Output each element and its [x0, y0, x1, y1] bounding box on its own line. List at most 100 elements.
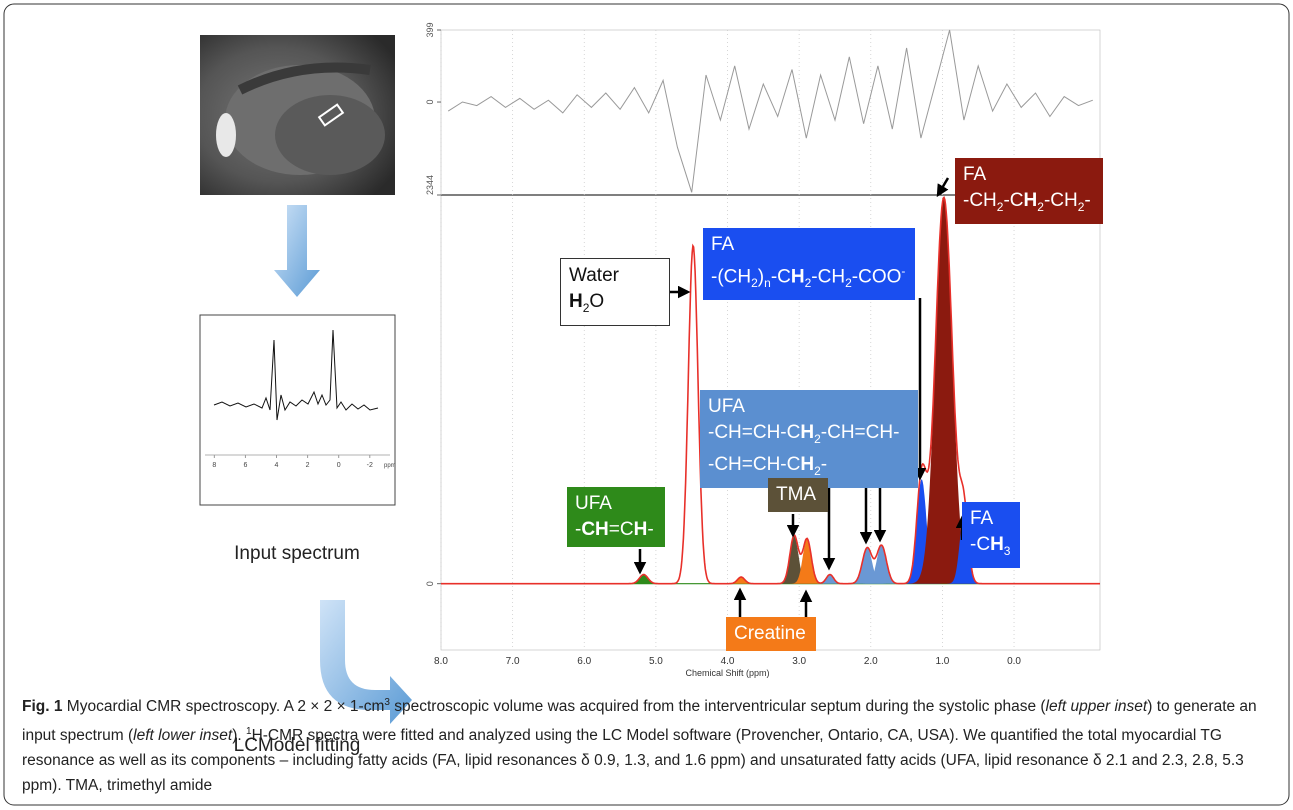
text-fragment: left upper inset: [1046, 698, 1148, 715]
text-fragment: -CH=CH-: [821, 422, 900, 443]
text-fragment: left lower inset: [133, 727, 232, 744]
text-fragment: Myocardial CMR spectroscopy. A 2 × 2 × 1…: [62, 698, 384, 715]
inset-tick-label: 4: [275, 462, 279, 469]
text-fragment: Water: [569, 265, 619, 286]
text-fragment: -: [821, 454, 827, 475]
text-fragment: H: [791, 266, 805, 287]
x-tick-label: 8.0: [434, 656, 448, 667]
annotation-line: -CH=CH-CH2-CH=CH-: [708, 420, 910, 452]
text-fragment: 3: [1004, 544, 1011, 558]
text-fragment: -COO: [852, 266, 902, 287]
text-fragment: -CH: [1044, 190, 1078, 211]
text-fragment: 2: [814, 432, 821, 446]
annotation-line: FA: [970, 506, 1012, 532]
annotation-box: FA-(CH2)n-CH2-CH2-COO-: [703, 228, 915, 300]
text-fragment: -CH=CH-C: [708, 454, 800, 475]
frame: [4, 4, 1289, 805]
text-fragment: FA: [970, 508, 993, 529]
annotation-box: FA -CH3: [962, 502, 1020, 568]
text-fragment: -CH: [811, 266, 845, 287]
text-fragment: H: [1024, 190, 1038, 211]
text-fragment: -: [647, 519, 653, 540]
text-fragment: 2: [845, 276, 852, 290]
text-fragment: 2: [751, 276, 758, 290]
x-tick-label: 4.0: [721, 656, 735, 667]
spectrum-chart: 8.0 7.0 6.0 5.0 4.0 3.0 2.0 1.0 0.0 Chemical Shif…: [425, 22, 1100, 678]
annotation-box: FA-CH2-CH2-CH2-: [955, 158, 1103, 224]
annotation-line: Creatine: [734, 621, 808, 647]
text-fragment: UFA: [575, 493, 612, 514]
text-fragment: -CH: [963, 190, 997, 211]
y-tick-label: 399: [425, 22, 435, 37]
arrow: [274, 205, 320, 297]
text-fragment: H: [569, 291, 583, 312]
text-fragment: -: [901, 264, 905, 278]
y-tick-label: 2344: [425, 175, 435, 195]
annotation-line: H2O: [569, 289, 661, 321]
text-fragment: -C: [1003, 190, 1023, 211]
inset-x-label: ppm: [384, 463, 396, 469]
inset-tick-label: 8: [212, 462, 216, 469]
text-fragment: CH: [581, 519, 608, 540]
text-fragment: FA: [711, 234, 734, 255]
x-tick-label: 7.0: [506, 656, 520, 667]
text-fragment: -C: [771, 266, 791, 287]
inset-frame: [200, 315, 395, 505]
text-fragment: Fig. 1: [22, 698, 62, 715]
text-fragment: UFA: [708, 396, 745, 417]
peak: [624, 575, 664, 584]
annotation-line: -CH=CH-: [575, 517, 657, 543]
text-fragment: TMA: [776, 484, 816, 505]
text-fragment: H: [800, 454, 814, 475]
y-tick-label: 0: [425, 581, 435, 586]
text-fragment: H: [634, 519, 648, 540]
text-fragment: -(CH: [711, 266, 751, 287]
text-fragment: spectroscopic volume was acquired from t…: [390, 698, 1046, 715]
inset-tick-label: 2: [306, 462, 310, 469]
text-fragment: Creatine: [734, 623, 806, 644]
annotation-line: FA: [711, 232, 907, 258]
text-fragment: -CH=CH-C: [708, 422, 800, 443]
text-fragment: ).: [232, 727, 246, 744]
text-fragment: -: [1084, 190, 1090, 211]
page: { "figure": { "input_label": "Input spec…: [0, 0, 1293, 810]
input-label: Input spectrum: [197, 543, 397, 565]
figure: 86420-2ppm 8.07.06.05.04.03.02.01.00.0Ch…: [0, 0, 1293, 810]
text-fragment: =C: [609, 519, 634, 540]
inset-tick-label: 0: [337, 462, 341, 469]
text-fragment: O: [589, 291, 604, 312]
text-fragment: H: [800, 422, 814, 443]
y-tick-label: 0: [425, 100, 435, 105]
text-fragment: 2: [1037, 200, 1044, 214]
annotation-line: UFA: [708, 394, 910, 420]
text-fragment: H: [990, 534, 1004, 555]
annotation-line: -(CH2)n-CH2-CH2-COO-: [711, 258, 907, 296]
mri-image: [200, 35, 395, 195]
annotation-line: FA: [963, 162, 1095, 188]
text-fragment: n: [764, 276, 771, 290]
annotation-line: -CH2-CH2-CH2-: [963, 188, 1095, 220]
text-fragment: 2: [814, 464, 821, 478]
annotation-line: Water: [569, 263, 661, 289]
annotation-box: Water H2O: [560, 258, 670, 326]
x-tick-label: 1.0: [935, 656, 949, 667]
x-tick-label: 0.0: [1007, 656, 1021, 667]
annotation-box: TMA: [768, 478, 828, 512]
inset-tick-label: 6: [243, 462, 247, 469]
annotation-box: UFA-CH=CH-: [567, 487, 665, 547]
x-tick-label: 6.0: [577, 656, 591, 667]
annotation-box: UFA-CH=CH-CH2-CH=CH--CH=CH-CH2-: [700, 390, 918, 488]
annotation-box: Creatine: [726, 617, 816, 651]
peak: [724, 577, 758, 584]
text-fragment: -C: [970, 534, 990, 555]
annotation-line: UFA: [575, 491, 657, 517]
x-tick-label: 3.0: [792, 656, 806, 667]
x-tick-label: 5.0: [649, 656, 663, 667]
annotation-line: TMA: [776, 482, 820, 508]
inset-tick-label: -2: [367, 462, 373, 469]
caption: Fig. 1 Myocardial CMR spectroscopy. A 2 …: [22, 690, 1272, 798]
x-axis-label: Chemical Shift (ppm): [686, 668, 770, 678]
text-fragment: FA: [963, 164, 986, 185]
annotation-line: -CH3: [970, 532, 1012, 564]
x-tick-label: 2.0: [864, 656, 878, 667]
